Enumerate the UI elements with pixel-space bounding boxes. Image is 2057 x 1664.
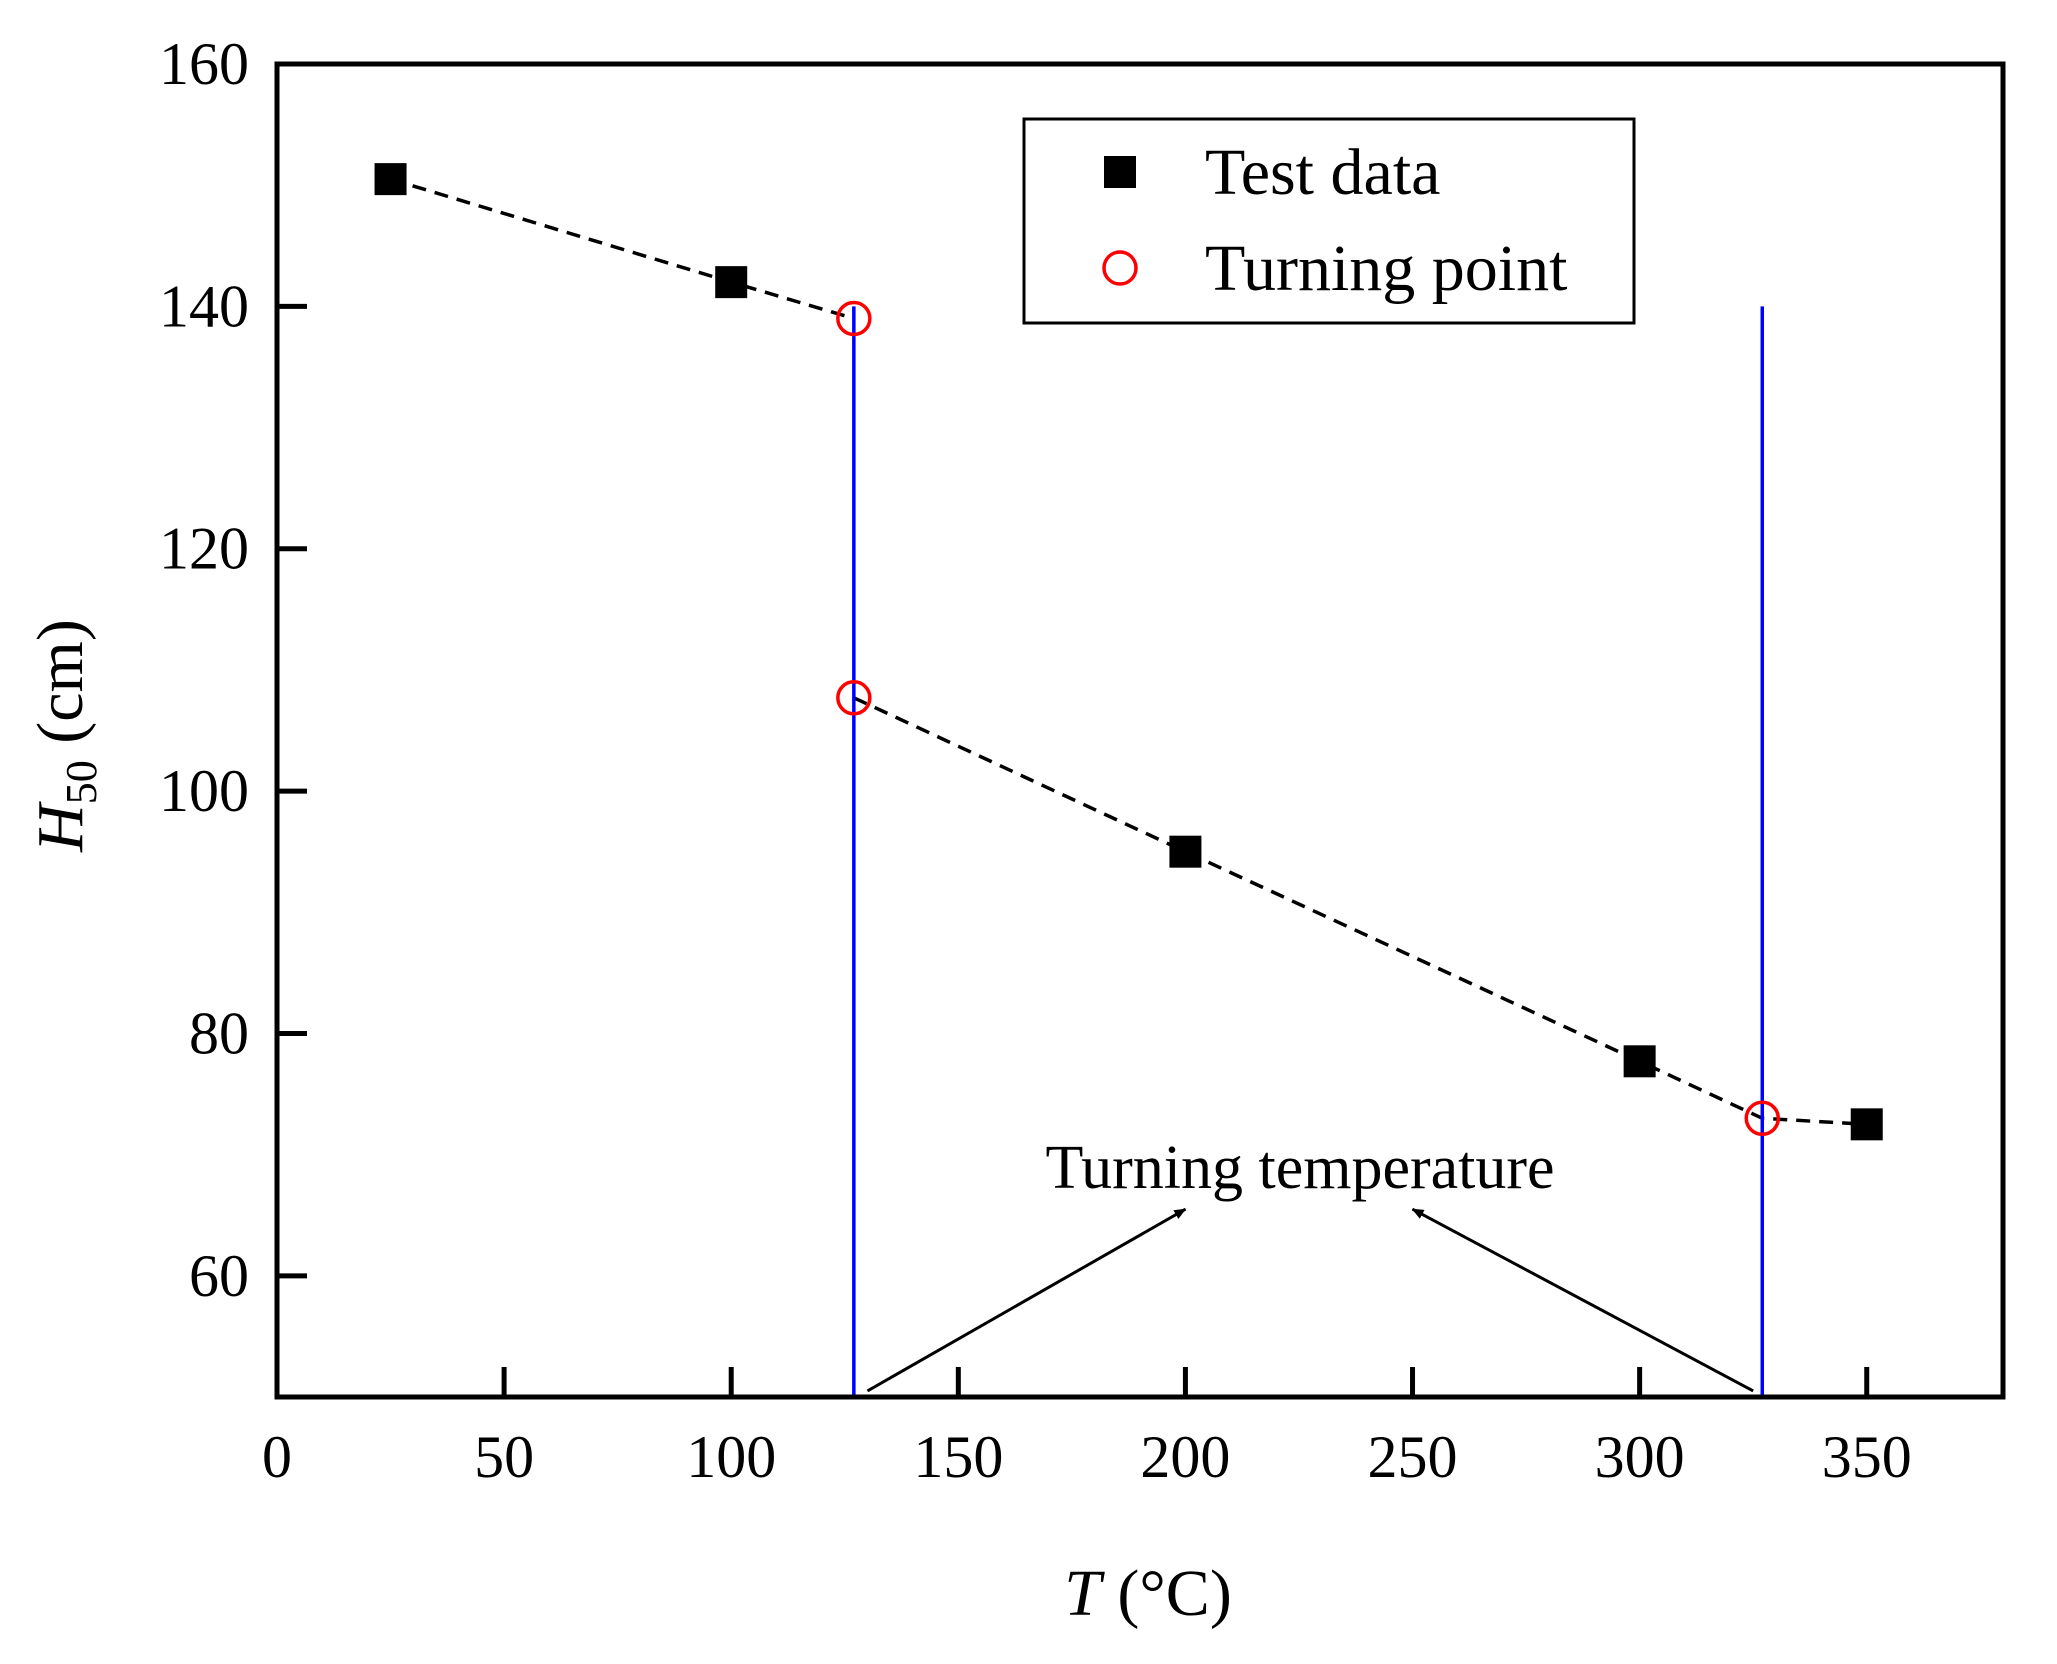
y-tick-label-140: 140 [159, 273, 249, 339]
y-tick-label-80: 80 [189, 1000, 249, 1066]
annotation-arrow-1 [866, 1207, 1187, 1393]
legend-box [1022, 117, 1636, 325]
test-data-point-4 [1623, 1045, 1656, 1078]
test-data-point-2 [715, 266, 748, 299]
data-marks-layer [374, 163, 1883, 1141]
x-axis-symbol: T [1064, 1557, 1105, 1630]
y-axis-unit: (cm) [24, 619, 97, 760]
y-tick-label-120: 120 [159, 516, 249, 582]
x-tick-label-0: 0 [262, 1424, 292, 1490]
y-tick-label-100: 100 [159, 758, 249, 824]
trend-line-2 [853, 696, 1867, 1127]
test-data-point-5 [1850, 1108, 1883, 1141]
annotation-layer: Turning temperature [866, 1134, 1754, 1393]
turning-point-marker-1 [836, 300, 872, 337]
annotation-text: Turning temperature [1045, 1134, 1554, 1202]
legend: Test data Turning point [1022, 117, 1636, 325]
x-axis-unit: (°C) [1101, 1557, 1232, 1630]
y-axis-title: H50 (cm) [24, 619, 106, 853]
y-axis-subscript: 50 [57, 760, 106, 804]
y-tick-label-60: 60 [189, 1243, 249, 1309]
y-axis-symbol: H [24, 801, 97, 853]
y-tick-label-160: 160 [159, 31, 249, 97]
legend-symbol-turning-point [1102, 250, 1138, 286]
x-tick-label-200: 200 [1140, 1424, 1230, 1490]
plot-frame [274, 61, 2006, 1400]
test-data-point-3 [1169, 835, 1202, 868]
x-axis-title: T (°C) [1064, 1557, 1232, 1630]
turning-point-marker-3 [1744, 1100, 1781, 1137]
annotation-arrow-2 [1411, 1207, 1754, 1393]
axes-layer: 0 50 100 150 200 250 300 350 60 80 100 120 140 160 T (… [24, 31, 2006, 1630]
x-tick-label-250: 250 [1368, 1424, 1458, 1490]
trend-line-1 [390, 177, 855, 321]
x-tick-label-100: 100 [686, 1424, 776, 1490]
x-tick-label-300: 300 [1595, 1424, 1685, 1490]
legend-label-test-data: Test data [1205, 136, 1440, 209]
legend-symbol-test-data [1104, 156, 1136, 188]
test-data-point-1 [374, 163, 407, 196]
vertical-lines-layer [852, 306, 1765, 1397]
x-tick-label-50: 50 [474, 1424, 534, 1490]
x-tick-label-350: 350 [1822, 1424, 1912, 1490]
turning-point-marker-2 [836, 680, 872, 716]
x-tick-label-150: 150 [913, 1424, 1003, 1490]
legend-label-turning-point: Turning point [1205, 232, 1567, 305]
